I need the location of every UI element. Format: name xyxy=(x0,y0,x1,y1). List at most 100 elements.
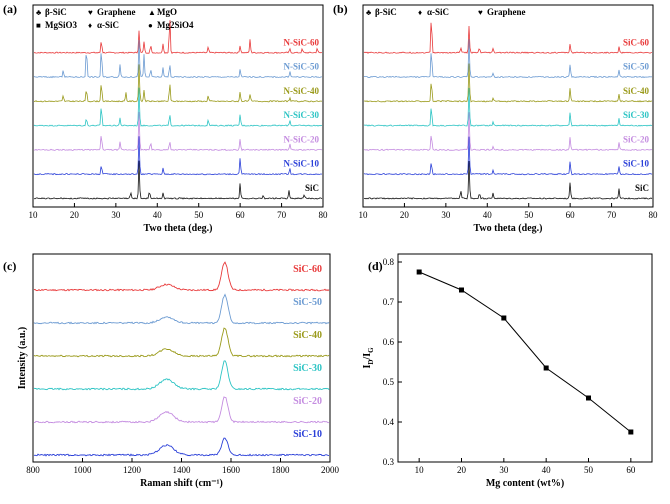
x-axis-label-c: Raman shift (cm⁻¹) xyxy=(140,478,223,489)
y-tick-label-d: 0.7 xyxy=(383,297,395,307)
x-tick-label-a: 20 xyxy=(70,210,80,220)
plot-frame-c xyxy=(32,253,331,463)
series-label-a: SiC xyxy=(305,183,319,193)
series-label-b: SiC-30 xyxy=(623,110,650,120)
xrd-series-a xyxy=(33,136,323,176)
legend-text-b: α-SiC xyxy=(427,7,449,17)
xrd-series-a xyxy=(33,39,322,79)
x-tick-label-a: 80 xyxy=(319,210,329,220)
x-tick-label-b: 70 xyxy=(607,210,617,220)
xrd-series-b xyxy=(363,87,653,127)
legend-symbol-a: ♦ xyxy=(88,21,92,30)
series-label-b: SiC-20 xyxy=(623,134,650,144)
xrd-series-a xyxy=(33,20,323,54)
legend-text-a: β-SiC xyxy=(45,7,67,17)
panel-label-b: (b) xyxy=(333,2,348,16)
ratio-point xyxy=(586,395,591,401)
xrd-series-a xyxy=(33,87,323,127)
ratio-point xyxy=(628,429,634,435)
x-tick-label-d: 20 xyxy=(457,465,467,475)
series-label-b: SiC-50 xyxy=(623,62,650,72)
panel-c-raman: 800 1000 1200 1400 1600 1800 2000 Raman shift (… xyxy=(3,253,340,489)
y-tick-label-d: 0.6 xyxy=(383,337,395,347)
legend-a: ♣ β-SiC ♥ Graphene ▲ MgO ■ MgSiO3 ♦ α-SiC ● Mg2SiO4 xyxy=(36,7,194,30)
panel-label-c: (c) xyxy=(3,259,16,273)
legend-symbol-a: ♣ xyxy=(36,8,42,17)
plot-frame-d xyxy=(397,253,653,463)
series-label-c: SiC-50 xyxy=(293,297,322,308)
ratio-point xyxy=(459,287,464,293)
raman-series xyxy=(33,437,329,457)
series-label-a: N-SiC-30 xyxy=(284,110,320,120)
x-tick-label-c: 1400 xyxy=(173,465,192,475)
panel-a-xrd-nitrided: 10 20 30 40 50 60 70 80 Two theta (deg.) (a) N-SiC… xyxy=(3,2,328,234)
y-axis-label-d: ID/IG xyxy=(362,347,375,369)
legend-text-b: Graphene xyxy=(487,7,526,17)
legend-text-b: β-SiC xyxy=(375,7,397,17)
xrd-series-a xyxy=(33,160,323,200)
x-axis-label-a: Two theta (deg.) xyxy=(144,223,213,234)
x-tick-label-c: 2000 xyxy=(321,465,340,475)
x-tick-label-a: 10 xyxy=(29,210,39,220)
series-label-c: SiC-60 xyxy=(293,264,322,275)
legend-b: ♣ β-SiC ♦ α-SiC ♥ Graphene xyxy=(366,7,526,17)
x-axis-label-d: Mg content (wt%) xyxy=(486,478,564,489)
y-label-part: D xyxy=(367,360,375,365)
raman-series xyxy=(33,293,330,325)
x-tick-label-a: 60 xyxy=(236,210,246,220)
raman-series xyxy=(33,261,330,292)
x-tick-label-d: 10 xyxy=(415,465,425,475)
legend-text-a: MgSiO3 xyxy=(45,20,78,30)
legend-symbol-a: ● xyxy=(148,21,153,30)
plot-frame-a xyxy=(32,4,324,208)
x-tick-label-a: 30 xyxy=(111,210,121,220)
x-tick-label-c: 800 xyxy=(26,465,40,475)
series-label-b: SiC-60 xyxy=(623,37,650,47)
series-label-a: N-SiC-10 xyxy=(284,159,320,169)
y-label-part: I xyxy=(362,365,373,369)
xrd-series-b xyxy=(363,160,653,200)
y-tick-label-d: 0.4 xyxy=(383,417,395,427)
legend-text-a: MgO xyxy=(157,7,177,17)
legend-symbol-a: ▲ xyxy=(148,8,156,17)
ratio-point xyxy=(501,315,507,321)
series-label-a: N-SiC-20 xyxy=(284,134,320,144)
x-tick-label-c: 1600 xyxy=(222,465,241,475)
series-label-c: SiC-10 xyxy=(293,429,322,440)
panel-d-id-ig-ratio: 10 20 30 40 50 60 0.3 0.4 0.5 0.6 0.7 0.8 Mg content… xyxy=(362,253,653,489)
x-tick-label-d: 60 xyxy=(626,465,636,475)
x-axis-label-b: Two theta (deg.) xyxy=(474,223,543,234)
y-label-part: /I xyxy=(362,353,373,361)
x-tick-label-b: 40 xyxy=(483,210,493,220)
y-tick-label-d: 0.5 xyxy=(383,377,395,387)
x-tick-label-d: 50 xyxy=(584,465,594,475)
x-tick-label-a: 70 xyxy=(277,210,287,220)
panel-b-xrd-sic: 10 20 30 40 50 60 70 80 Two theta (deg.) (b) SiC-6… xyxy=(333,2,658,234)
panel-label-a: (a) xyxy=(3,2,17,16)
xrd-series-b xyxy=(363,112,653,151)
series-label-a: N-SiC-60 xyxy=(284,37,320,47)
ratio-line xyxy=(419,271,632,433)
y-tick-label-d: 0.3 xyxy=(383,457,395,467)
x-tick-label-a: 40 xyxy=(153,210,163,220)
x-tick-label-c: 1000 xyxy=(74,465,93,475)
series-label-a: N-SiC-50 xyxy=(284,62,320,72)
series-label-a: N-SiC-40 xyxy=(284,86,320,96)
legend-symbol-b: ♦ xyxy=(418,8,422,17)
x-tick-label-b: 50 xyxy=(524,210,534,220)
x-tick-label-b: 80 xyxy=(649,210,659,220)
x-tick-label-b: 10 xyxy=(359,210,369,220)
x-tick-label-b: 60 xyxy=(566,210,576,220)
x-tick-label-c: 1800 xyxy=(272,465,291,475)
legend-symbol-b: ♣ xyxy=(366,8,372,17)
x-tick-label-d: 40 xyxy=(542,465,552,475)
xrd-series-b xyxy=(363,22,652,54)
series-label-b: SiC-40 xyxy=(623,86,650,96)
panel-label-d: (d) xyxy=(368,259,383,273)
series-label-c: SiC-40 xyxy=(293,330,322,341)
series-label-c: SiC-20 xyxy=(293,396,322,407)
xrd-series-a xyxy=(33,111,323,152)
raman-series xyxy=(33,327,330,358)
xrd-series-b xyxy=(363,136,653,176)
